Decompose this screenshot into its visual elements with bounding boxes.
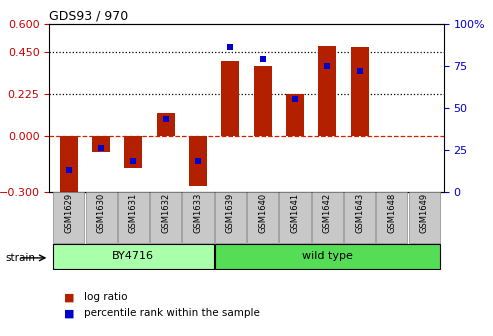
Bar — [182, 192, 213, 243]
Text: ■: ■ — [64, 308, 74, 318]
Text: ■: ■ — [64, 292, 74, 302]
Text: GSM1639: GSM1639 — [226, 193, 235, 233]
Text: GSM1643: GSM1643 — [355, 193, 364, 233]
Text: log ratio: log ratio — [84, 292, 127, 302]
Bar — [124, 135, 142, 168]
Bar — [286, 93, 304, 135]
Text: wild type: wild type — [302, 251, 353, 261]
Bar — [85, 192, 116, 243]
Bar — [409, 192, 440, 243]
Bar — [215, 244, 440, 269]
Text: BY4716: BY4716 — [112, 251, 154, 261]
Text: GSM1642: GSM1642 — [323, 193, 332, 233]
Bar — [318, 46, 336, 135]
Bar — [53, 192, 84, 243]
Text: GSM1629: GSM1629 — [64, 193, 73, 233]
Bar — [118, 192, 149, 243]
Bar — [351, 47, 369, 135]
Bar — [221, 61, 239, 135]
Text: GSM1630: GSM1630 — [97, 193, 106, 233]
Text: percentile rank within the sample: percentile rank within the sample — [84, 308, 260, 318]
Text: GDS93 / 970: GDS93 / 970 — [49, 9, 129, 23]
Text: GSM1641: GSM1641 — [290, 193, 299, 233]
Bar — [215, 192, 246, 243]
Bar — [344, 192, 375, 243]
Bar — [60, 135, 77, 192]
Bar — [254, 66, 272, 135]
Text: GSM1633: GSM1633 — [194, 193, 203, 234]
Text: strain: strain — [5, 253, 35, 263]
Bar — [189, 135, 207, 186]
Text: GSM1649: GSM1649 — [420, 193, 429, 233]
Bar — [150, 192, 181, 243]
Text: GSM1632: GSM1632 — [161, 193, 170, 233]
Bar — [377, 192, 408, 243]
Bar — [157, 113, 175, 135]
Text: GSM1640: GSM1640 — [258, 193, 267, 233]
Text: GSM1648: GSM1648 — [387, 193, 396, 233]
Bar — [312, 192, 343, 243]
Bar — [92, 135, 110, 152]
Text: GSM1631: GSM1631 — [129, 193, 138, 233]
Bar — [53, 244, 213, 269]
Bar — [280, 192, 311, 243]
Bar — [247, 192, 278, 243]
